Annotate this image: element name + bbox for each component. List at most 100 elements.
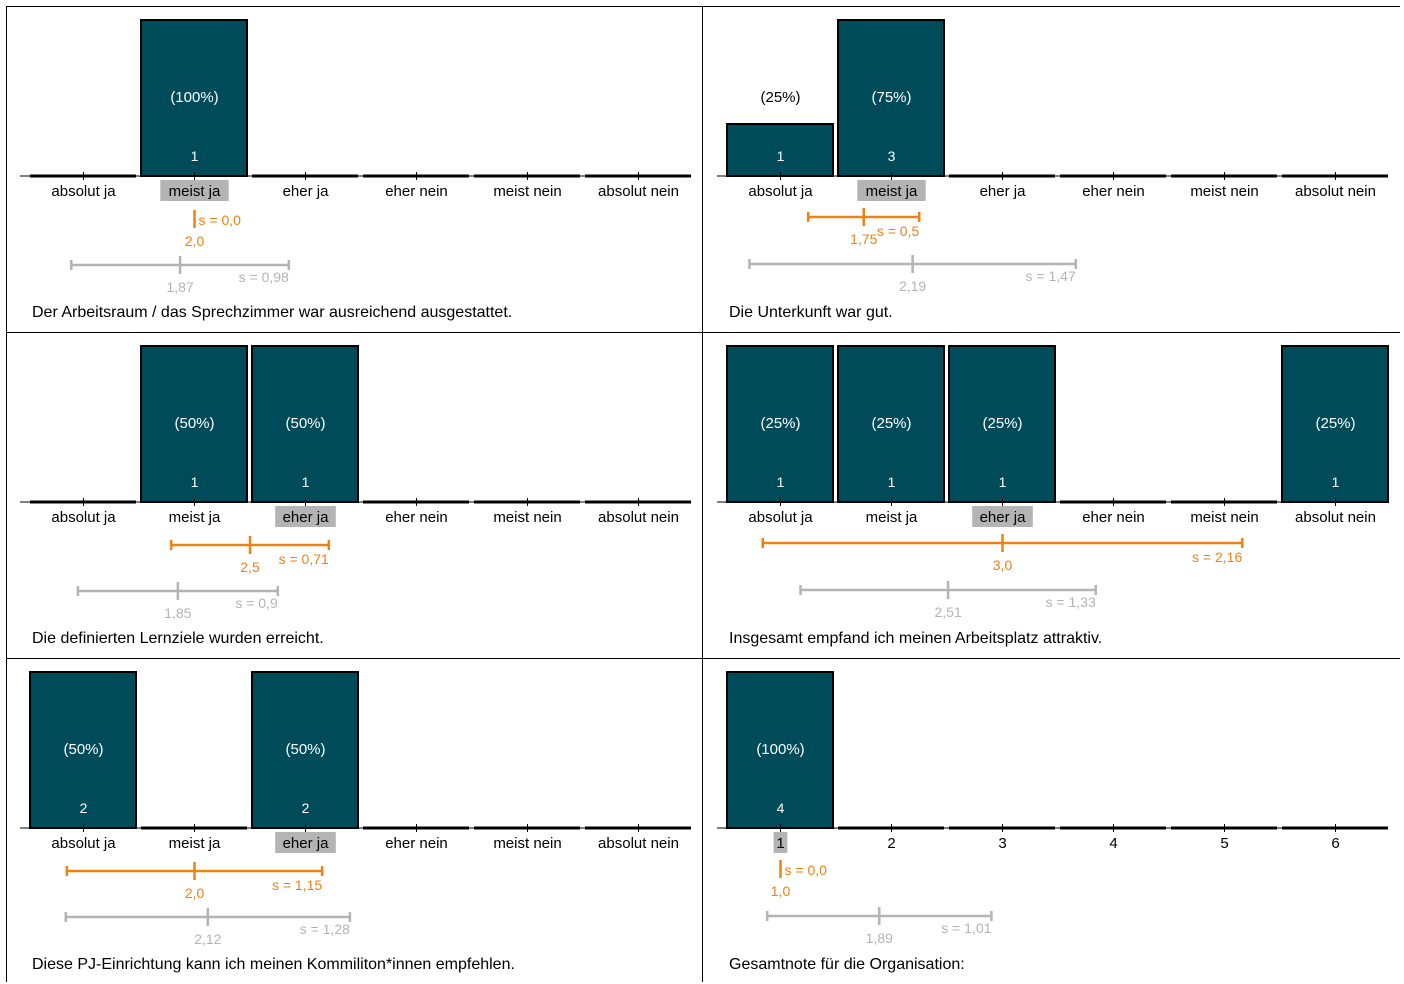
own-stats-sd-label: s = 0,5 bbox=[877, 223, 920, 239]
chart-panel-4: (25%) 1 absolut ja (25%) 1 meist ja (25%) 1 eher… bbox=[703, 332, 1400, 658]
percent-label: (100%) bbox=[756, 741, 804, 758]
bar bbox=[726, 123, 834, 177]
category-label: eher ja bbox=[283, 509, 330, 526]
count-label: 1 bbox=[777, 474, 785, 490]
reference-stats-mean-label: 1,89 bbox=[866, 930, 893, 946]
percent-label: (50%) bbox=[174, 415, 214, 432]
chart-panel-2: (25%) 1 absolut ja (75%) 3 meist ja eher ja ehe… bbox=[703, 6, 1400, 332]
percent-label: (25%) bbox=[1315, 415, 1355, 432]
bar bbox=[1281, 345, 1389, 503]
percent-label: (25%) bbox=[760, 89, 800, 106]
category-label: eher nein bbox=[1082, 509, 1145, 526]
category-label: 5 bbox=[1220, 835, 1228, 852]
chart-svg: (25%) 1 absolut ja (25%) 1 meist ja (25%) 1 eher… bbox=[717, 345, 1389, 620]
count-label: 1 bbox=[999, 474, 1007, 490]
category-label: absolut nein bbox=[598, 183, 679, 200]
category-label: absolut ja bbox=[51, 183, 116, 200]
percent-label: (25%) bbox=[760, 415, 800, 432]
bar bbox=[251, 345, 359, 503]
category-label: absolut nein bbox=[598, 835, 679, 852]
category-label: absolut ja bbox=[51, 509, 116, 526]
category-label: meist nein bbox=[493, 835, 561, 852]
own-stats-sd-label: s = 0,0 bbox=[199, 212, 242, 228]
category-label: absolut ja bbox=[51, 835, 116, 852]
category-label: absolut nein bbox=[1295, 183, 1376, 200]
own-stats-sd-label: s = 0,0 bbox=[785, 862, 828, 878]
category-label: 1 bbox=[776, 835, 784, 852]
reference-stats-sd-label: s = 1,47 bbox=[1026, 268, 1076, 284]
count-label: 1 bbox=[1332, 474, 1340, 490]
reference-stats-mean-label: 2,12 bbox=[194, 931, 221, 947]
highlight-box bbox=[275, 506, 336, 527]
category-label: meist nein bbox=[493, 183, 561, 200]
percent-label: (75%) bbox=[871, 89, 911, 106]
category-label: eher ja bbox=[980, 183, 1027, 200]
category-label: absolut nein bbox=[598, 509, 679, 526]
category-label: eher ja bbox=[283, 183, 330, 200]
highlight-box bbox=[857, 180, 926, 201]
percent-label: (25%) bbox=[871, 415, 911, 432]
own-stats-mean-label: 1,75 bbox=[850, 231, 877, 247]
reference-stats-mean-label: 1,85 bbox=[164, 605, 191, 621]
category-label: meist ja bbox=[169, 509, 221, 526]
chart-svg: (50%) 2 absolut ja meist ja (50%) 2 eher ja ehe… bbox=[20, 671, 691, 947]
chart-title: Die definierten Lernziele wurden erreich… bbox=[32, 630, 324, 647]
category-label: 6 bbox=[1331, 835, 1339, 852]
category-label: 2 bbox=[887, 835, 895, 852]
count-label: 1 bbox=[191, 148, 199, 164]
own-stats-sd-label: s = 2,16 bbox=[1192, 549, 1242, 565]
count-label: 2 bbox=[302, 800, 310, 816]
grid-divider-row-1 bbox=[6, 332, 1400, 333]
own-stats-mean-label: 2,0 bbox=[185, 885, 205, 901]
count-label: 4 bbox=[777, 800, 785, 816]
chart-panel-5: (50%) 2 absolut ja meist ja (50%) 2 eher ja ehe… bbox=[6, 658, 703, 984]
chart-svg: absolut ja (100%) 1 meist ja eher ja eher nei… bbox=[20, 19, 691, 295]
bar bbox=[140, 19, 248, 177]
bar bbox=[726, 345, 834, 503]
reference-stats-mean-label: 2,19 bbox=[899, 278, 926, 294]
percent-label: (100%) bbox=[170, 89, 218, 106]
panel-grid bbox=[6, 6, 1400, 982]
count-label: 1 bbox=[302, 474, 310, 490]
chart-svg: absolut ja (50%) 1 meist ja (50%) 1 eher ja ehe… bbox=[20, 345, 691, 621]
grid-divider-row-2 bbox=[6, 658, 1400, 659]
category-label: eher nein bbox=[385, 183, 448, 200]
reference-stats-sd-label: s = 1,01 bbox=[941, 920, 991, 936]
category-label: meist ja bbox=[169, 183, 221, 200]
category-label: eher nein bbox=[1082, 183, 1145, 200]
count-label: 3 bbox=[888, 148, 896, 164]
chart-title: Gesamtnote für die Organisation: bbox=[729, 956, 965, 973]
percent-label: (50%) bbox=[63, 741, 103, 758]
bar bbox=[29, 671, 137, 829]
highlight-box bbox=[773, 832, 788, 853]
own-stats-mean-label: 2,0 bbox=[185, 233, 205, 249]
category-label: eher nein bbox=[385, 835, 448, 852]
category-label: meist ja bbox=[866, 509, 918, 526]
chart-title: Insgesamt empfand ich meinen Arbeitsplat… bbox=[729, 630, 1103, 647]
reference-stats-mean-label: 2,51 bbox=[934, 604, 961, 620]
count-label: 1 bbox=[888, 474, 896, 490]
reference-stats-sd-label: s = 0,98 bbox=[239, 269, 289, 285]
grid-divider-vertical bbox=[702, 6, 703, 982]
category-label: meist nein bbox=[1190, 509, 1258, 526]
reference-stats-sd-label: s = 1,33 bbox=[1046, 594, 1096, 610]
count-label: 1 bbox=[777, 148, 785, 164]
highlight-box bbox=[275, 832, 336, 853]
highlight-box bbox=[972, 506, 1033, 527]
chart-panel-6: (100%) 4 1 2 3 4 5 6 1,0 s = 0,0 1,89 s = 1,01 Gesam… bbox=[703, 658, 1400, 984]
highlight-box bbox=[160, 180, 229, 201]
category-label: meist nein bbox=[493, 509, 561, 526]
chart-svg: (100%) 4 1 2 3 4 5 6 1,0 s = 0,0 1,89 s = 1,01 bbox=[717, 671, 1388, 946]
bar bbox=[140, 345, 248, 503]
percent-label: (25%) bbox=[982, 415, 1022, 432]
category-label: meist nein bbox=[1190, 183, 1258, 200]
own-stats-sd-label: s = 0,71 bbox=[279, 551, 329, 567]
category-label: absolut nein bbox=[1295, 509, 1376, 526]
own-stats-mean-label: 3,0 bbox=[993, 557, 1013, 573]
own-stats-mean-label: 1,0 bbox=[771, 883, 791, 899]
category-label: meist ja bbox=[866, 183, 918, 200]
chart-panel-1: absolut ja (100%) 1 meist ja eher ja eher nei… bbox=[6, 6, 703, 332]
category-label: eher ja bbox=[980, 509, 1027, 526]
percent-label: (50%) bbox=[285, 741, 325, 758]
category-label: 3 bbox=[998, 835, 1006, 852]
